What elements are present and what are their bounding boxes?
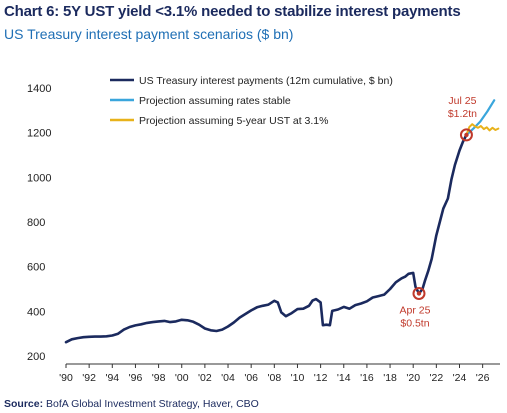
x-tick-label: '10 (291, 372, 305, 384)
chart-title: Chart 6: 5Y UST yield <3.1% needed to st… (4, 3, 461, 20)
source-label: Source: (4, 398, 44, 410)
x-tick-label: '02 (198, 372, 212, 384)
annotation-value: $0.5tn (400, 317, 429, 329)
annotation-dot (464, 132, 469, 138)
annotation-marker (459, 128, 473, 142)
annotation-date: Apr 25 (400, 304, 431, 316)
y-tick-label: 400 (27, 306, 45, 318)
x-tick-label: '04 (221, 372, 235, 384)
x-tick-label: '14 (337, 372, 351, 384)
annotation-dot (416, 291, 422, 296)
x-tick-label: '08 (267, 372, 281, 384)
chart-subtitle: US Treasury interest payment scenarios (… (4, 26, 294, 42)
annotation-marker (412, 286, 426, 300)
annotation-date: Jul 25 (448, 95, 476, 107)
x-tick-label: '96 (129, 372, 143, 384)
x-tick-label: '18 (383, 372, 397, 384)
legend-label: US Treasury interest payments (12m cumul… (139, 75, 393, 87)
y-tick-label: 600 (27, 262, 45, 274)
series-line-ust-3-1 (465, 123, 500, 136)
source-text: BofA Global Investment Strategy, Haver, … (43, 398, 259, 410)
y-tick-label: 200 (27, 351, 45, 363)
legend-label: Projection assuming 5-year UST at 3.1% (139, 115, 328, 127)
x-tick-label: '90 (59, 372, 73, 384)
x-tick-label: '22 (430, 372, 444, 384)
x-tick-label: '92 (82, 372, 96, 384)
x-tick-label: '24 (453, 372, 467, 384)
x-tick-label: '26 (476, 372, 490, 384)
legend-label: Projection assuming rates stable (139, 95, 291, 107)
x-tick-label: '12 (314, 372, 328, 384)
x-tick-label: '16 (360, 372, 374, 384)
y-tick-label: 800 (27, 217, 45, 229)
x-tick-label: '98 (152, 372, 166, 384)
annotation-value: $1.2tn (448, 108, 477, 120)
x-tick-label: '00 (175, 372, 189, 384)
y-tick-label: 1400 (27, 83, 51, 95)
x-tick-label: '94 (105, 372, 119, 384)
x-tick-label: '06 (244, 372, 258, 384)
y-tick-label: 1000 (27, 172, 51, 184)
y-tick-label: 1200 (27, 128, 51, 140)
series-line-interest-payments (64, 133, 468, 344)
x-tick-label: '20 (406, 372, 420, 384)
source-note: Source: BofA Global Investment Strategy,… (4, 398, 259, 410)
